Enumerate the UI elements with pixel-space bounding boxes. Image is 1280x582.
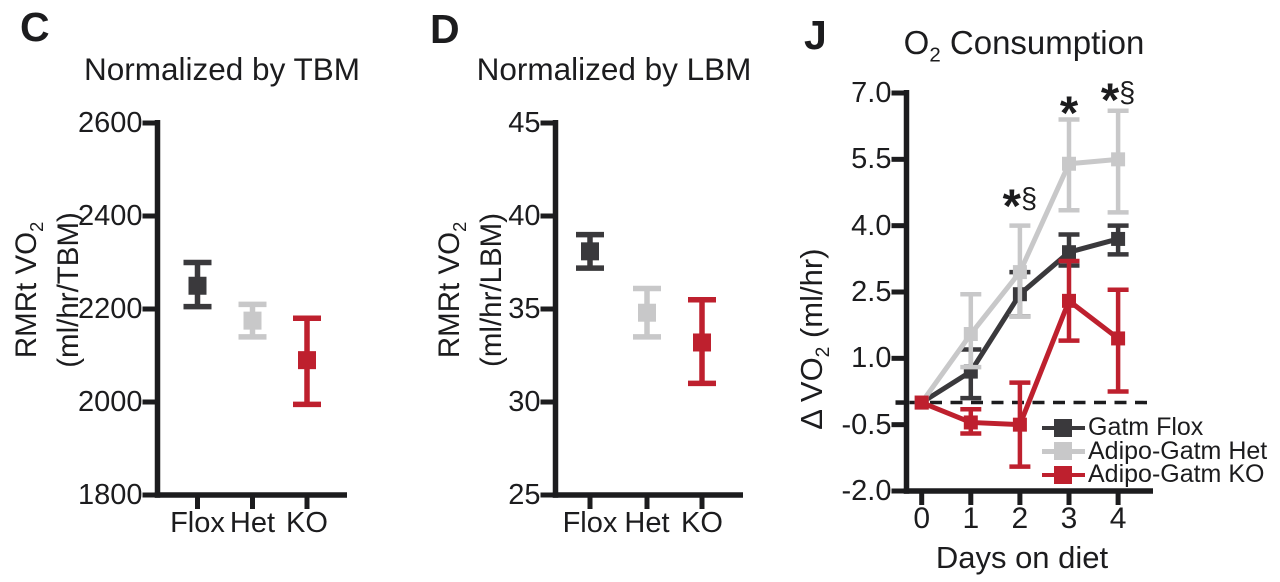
legend-marker-square-icon <box>1042 465 1085 485</box>
significance-annotation: * <box>1024 86 1114 140</box>
legend-label: Adipo-Gatm Het <box>1088 436 1268 465</box>
panel-d-title: Normalized by LBM <box>476 51 752 87</box>
datapoint-ko <box>293 315 321 408</box>
datapoint-flox <box>183 259 212 310</box>
x-tick-label: 2 <box>1011 502 1029 535</box>
panel-d-y-axis-label: RMRt VO2 (ml/hr/LBM) <box>433 90 508 490</box>
panel-c-y-axis-label-line2: (ml/hr/TBM) <box>51 212 85 368</box>
x-category-label: KO <box>681 507 723 539</box>
y-tick-label: 5.5 <box>851 143 892 176</box>
significance-annotation: * § <box>1073 72 1163 126</box>
x-category-label: Het <box>624 507 670 539</box>
section-sign-marker: § <box>1119 76 1136 109</box>
panel-c-y-axis-label-line1: RMRt VO2 <box>10 221 47 359</box>
x-category-label: KO <box>286 507 328 539</box>
y-tick-label: 25 <box>508 479 541 511</box>
panel-c-title: Normalized by TBM <box>84 51 360 87</box>
x-category-label: Flox <box>170 507 225 539</box>
y-tick-label: -0.5 <box>841 408 892 441</box>
panel-d-y-axis-label-line2: (ml/hr/LBM) <box>474 212 508 367</box>
series-adipo-gatm-het <box>914 108 1129 410</box>
datapoint-het <box>633 285 661 340</box>
panel-j-letter: J <box>804 12 827 58</box>
legend-item-adipo-gatm-ko: Adipo-Gatm KO <box>1042 460 1267 489</box>
legend-label: Adipo-Gatm KO <box>1088 460 1265 489</box>
x-tick-label: 3 <box>1060 502 1078 535</box>
y-tick-label: 2600 <box>77 107 143 139</box>
asterisk-marker: * <box>1002 178 1021 232</box>
x-tick-label: 1 <box>962 502 980 535</box>
panel-d-plot <box>540 120 743 509</box>
asterisk-marker: * <box>1100 72 1120 126</box>
y-tick-label: 2200 <box>77 293 143 325</box>
y-tick-label: 4.0 <box>851 209 892 242</box>
x-tick-label: 4 <box>1109 502 1127 535</box>
legend-item-adipo-gatm-het: Adipo-Gatm Het <box>1042 436 1268 465</box>
y-tick-label: 2.5 <box>851 276 892 308</box>
y-tick-label: 1.0 <box>851 342 892 375</box>
panel-d-letter: D <box>430 6 460 52</box>
y-tick-label: 35 <box>508 293 541 325</box>
datapoint-flox <box>576 231 604 271</box>
panel-j-plot <box>891 90 1154 505</box>
panel-c-letter: C <box>20 4 50 50</box>
y-tick-label: -2.0 <box>841 475 892 507</box>
legend: Gatm Flox Adipo-Gatm Het Adipo-Gatm KO <box>1042 413 1268 489</box>
y-tick-label: 2000 <box>77 386 143 418</box>
x-tick-label: 0 <box>913 502 931 535</box>
y-tick-label: 45 <box>508 107 541 139</box>
x-category-label: Het <box>229 507 276 539</box>
legend-marker-square-icon <box>1042 418 1085 438</box>
datapoint-ko <box>688 296 716 387</box>
panel-j-title: O2 Consumption <box>903 24 1145 67</box>
legend-marker-square-icon <box>1042 441 1085 461</box>
y-tick-label: 2400 <box>77 200 143 232</box>
panel-j-y-axis-label: Δ VO2 (ml/hr) <box>793 248 835 430</box>
datapoint-het <box>238 301 267 340</box>
legend-item-gatm-flox: Gatm Flox <box>1042 413 1267 442</box>
section-sign-marker: § <box>1020 182 1038 215</box>
panel-j-x-axis-label: Days on diet <box>935 540 1109 575</box>
y-tick-label: 7.0 <box>851 77 892 109</box>
x-category-label: Flox <box>562 507 618 539</box>
legend-label: Gatm Flox <box>1088 413 1204 442</box>
y-tick-label: 30 <box>508 386 541 418</box>
series-adipo-gatm-ko <box>914 258 1129 469</box>
y-tick-label: 1800 <box>77 479 143 511</box>
panel-d-y-axis-label-line1: RMRt VO2 <box>433 221 470 359</box>
asterisk-marker: * <box>1059 86 1079 140</box>
y-tick-label: 40 <box>508 200 541 232</box>
panel-c-y-axis-label: RMRt VO2 (ml/hr/TBM) <box>10 90 85 490</box>
panel-c-plot <box>142 120 347 509</box>
significance-annotation: * § <box>975 178 1065 232</box>
